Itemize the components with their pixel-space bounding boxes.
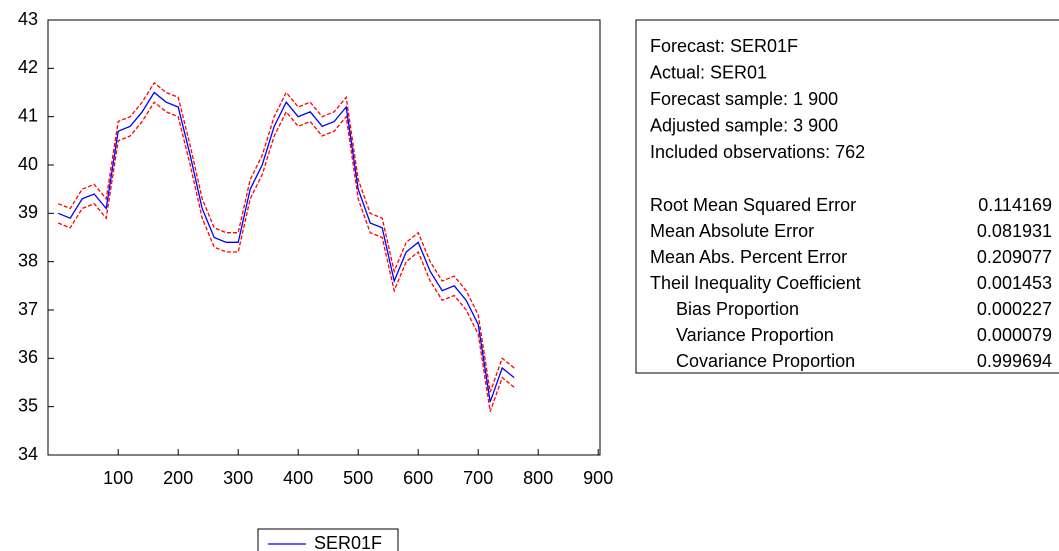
- stats-value: 0.209077: [977, 247, 1052, 267]
- x-tick-label: 800: [523, 468, 553, 488]
- stats-label: Mean Abs. Percent Error: [650, 247, 847, 267]
- x-tick-label: 700: [463, 468, 493, 488]
- y-tick-label: 42: [18, 57, 38, 77]
- y-tick-label: 35: [18, 395, 38, 415]
- y-tick-label: 41: [18, 105, 38, 125]
- y-tick-label: 37: [18, 299, 38, 319]
- y-tick-label: 34: [18, 444, 38, 464]
- stats-value: 0.001453: [977, 273, 1052, 293]
- stats-value: 0.000227: [977, 299, 1052, 319]
- plot-frame: [47, 19, 601, 456]
- series-line: [57, 81, 515, 393]
- x-tick-label: 300: [223, 468, 253, 488]
- series-line: [57, 101, 515, 412]
- stats-label: Variance Proportion: [676, 325, 834, 345]
- x-tick-label: 200: [163, 468, 193, 488]
- legend-label: SER01F: [314, 533, 382, 551]
- x-tick-label: 500: [343, 468, 373, 488]
- legend-box: [257, 528, 399, 551]
- x-tick-label: 600: [403, 468, 433, 488]
- stats-label: Theil Inequality Coefficient: [650, 273, 861, 293]
- stats-value: 0.000079: [977, 325, 1052, 345]
- stats-label: Covariance Proportion: [676, 351, 855, 371]
- y-tick-label: 39: [18, 202, 38, 222]
- stats-value: 0.081931: [977, 221, 1052, 241]
- x-tick-label: 400: [283, 468, 313, 488]
- y-tick-label: 43: [18, 9, 38, 29]
- series-line: [57, 91, 515, 403]
- stats-value: 0.999694: [977, 351, 1052, 371]
- stats-header-line: Adjusted sample: 3 900: [650, 115, 838, 135]
- stats-value: 0.114169: [978, 195, 1052, 215]
- x-tick-label: 900: [583, 468, 613, 488]
- x-tick-label: 100: [103, 468, 133, 488]
- stats-header-line: Included observations: 762: [650, 142, 865, 162]
- stats-header-line: Actual: SER01: [650, 62, 767, 82]
- stats-header-line: Forecast: SER01F: [650, 36, 798, 56]
- stats-label: Root Mean Squared Error: [650, 195, 856, 215]
- stats-label: Mean Absolute Error: [650, 221, 814, 241]
- y-tick-label: 40: [18, 154, 38, 174]
- stats-header-line: Forecast sample: 1 900: [650, 89, 838, 109]
- stats-box: [635, 19, 1059, 374]
- y-tick-label: 36: [18, 347, 38, 367]
- y-tick-label: 38: [18, 250, 38, 270]
- stats-label: Bias Proportion: [676, 299, 799, 319]
